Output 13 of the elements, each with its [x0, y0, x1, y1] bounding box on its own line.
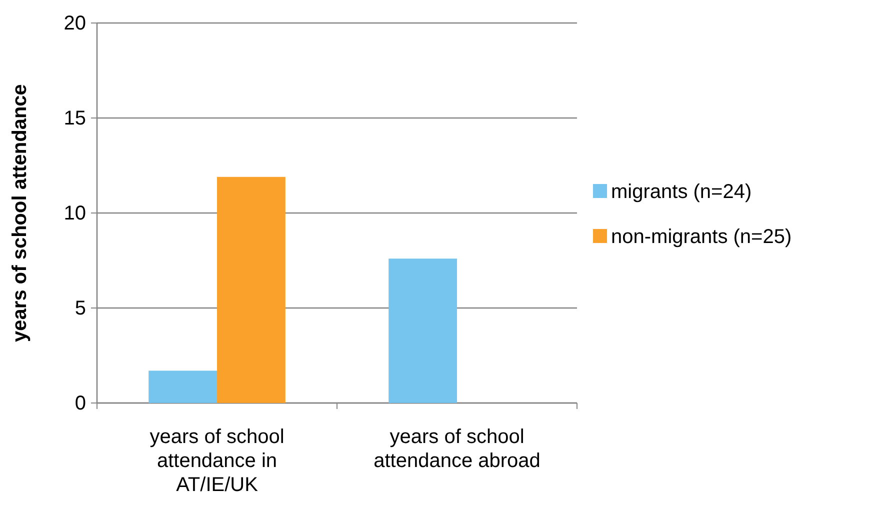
x-tick-label: years of school attendance abroad — [374, 426, 540, 472]
legend-label: non-migrants (n=25) — [611, 226, 792, 248]
bar — [217, 176, 286, 403]
legend-label: migrants (n=24) — [611, 181, 752, 203]
y-axis-title: years of school attendance — [9, 84, 31, 342]
x-tick-label: years of school attendance in AT/IE/UK — [150, 426, 284, 496]
bar — [388, 258, 457, 403]
y-tick-label: 20 — [64, 12, 86, 34]
y-tick-label: 0 — [74, 392, 86, 414]
y-tick-label: 10 — [64, 202, 86, 224]
bar — [148, 370, 217, 403]
y-tick-label: 5 — [74, 297, 86, 320]
y-tick-label: 15 — [64, 107, 86, 130]
